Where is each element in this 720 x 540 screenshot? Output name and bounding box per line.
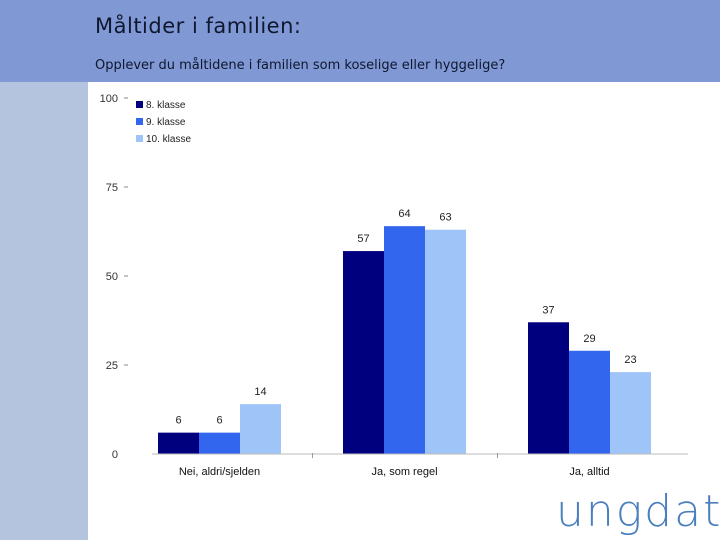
ungdata-logo: ungdata [556, 486, 720, 537]
data-label: 63 [439, 212, 451, 224]
bar-chart: 0 25 50 75 100 6 6 14 57 64 63 37 29 23 Nei, aldri/s… [100, 93, 688, 478]
bar [528, 322, 569, 454]
legend-label: 10. klasse [146, 134, 191, 145]
category-label: Ja, alltid [569, 466, 609, 478]
y-tick-label: 100 [100, 93, 118, 105]
header-band [0, 0, 720, 82]
value-labels: 6 6 14 57 64 63 37 29 23 [175, 208, 636, 426]
left-sidebar-band [0, 82, 88, 540]
legend-label: 8. klasse [146, 100, 186, 111]
slide-title: Måltider i familien: [95, 14, 302, 38]
bar [384, 226, 425, 454]
y-tick-label: 75 [106, 182, 118, 194]
bar [343, 251, 384, 454]
legend: 8. klasse 9. klasse 10. klasse [136, 100, 191, 145]
data-label: 23 [624, 354, 636, 366]
legend-label: 9. klasse [146, 117, 186, 128]
category-label: Nei, aldri/sjelden [179, 466, 260, 478]
data-label: 57 [357, 233, 369, 245]
bar [199, 432, 240, 454]
y-axis: 0 25 50 75 100 [100, 93, 128, 461]
legend-swatch [136, 135, 143, 142]
bar [569, 350, 610, 454]
bar-group [158, 226, 651, 454]
y-tick-label: 0 [112, 449, 118, 461]
data-label: 37 [542, 304, 554, 316]
bar [425, 229, 466, 454]
data-label: 64 [398, 208, 410, 220]
legend-swatch [136, 118, 143, 125]
y-tick-label: 25 [106, 360, 118, 372]
bar [240, 404, 281, 454]
bar [610, 372, 651, 454]
x-axis: Nei, aldri/sjelden Ja, som regel Ja, allti… [152, 453, 688, 478]
bar [158, 432, 199, 454]
data-label: 29 [583, 333, 595, 345]
data-label: 6 [216, 415, 222, 427]
category-label: Ja, som regel [371, 466, 437, 478]
data-label: 14 [254, 386, 266, 398]
slide-subtitle: Opplever du måltidene i familien som kos… [95, 58, 506, 73]
y-tick-label: 50 [106, 271, 118, 283]
legend-swatch [136, 101, 143, 108]
data-label: 6 [175, 415, 181, 427]
